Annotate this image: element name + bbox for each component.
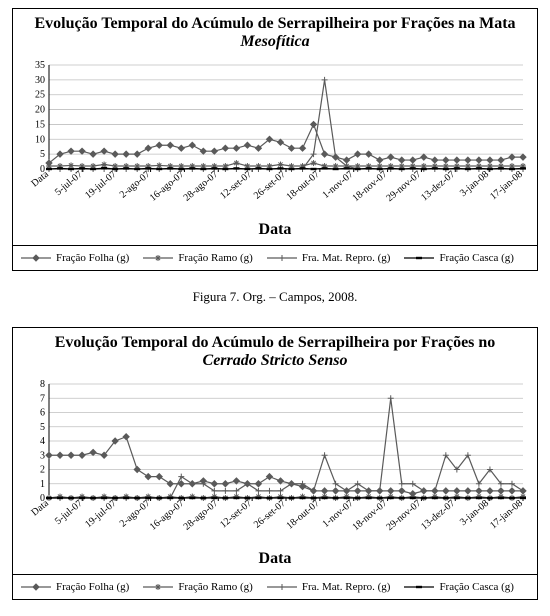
svg-text:13-dez-07: 13-dez-07 (419, 498, 457, 532)
legend-label: Fração Casca (g) (439, 581, 514, 593)
svg-text:13-dez-07: 13-dez-07 (419, 169, 457, 203)
svg-text:18-nov-07: 18-nov-07 (351, 169, 390, 204)
legend-item: Fra. Mat. Repro. (g) (267, 581, 391, 593)
svg-text:5-jul-07: 5-jul-07 (53, 498, 85, 527)
chart-1-panel: Evolução Temporal do Acúmulo de Serrapil… (12, 8, 538, 271)
svg-text:4: 4 (40, 436, 45, 447)
svg-text:12-set-07: 12-set-07 (218, 169, 254, 202)
svg-text:20: 20 (35, 105, 45, 116)
svg-text:19-jul-07: 19-jul-07 (83, 169, 119, 201)
svg-text:18-nov-07: 18-nov-07 (351, 498, 390, 533)
legend-item: Fração Casca (g) (404, 252, 514, 264)
svg-text:1: 1 (40, 479, 45, 490)
legend-item: Fração Casca (g) (404, 581, 514, 593)
svg-text:16-ago-07: 16-ago-07 (148, 169, 187, 204)
svg-text:29-nov-07: 29-nov-07 (384, 169, 423, 204)
svg-text:3-jan-08: 3-jan-08 (458, 169, 491, 199)
svg-text:17-jan-08: 17-jan-08 (488, 169, 525, 202)
svg-text:18-out-07: 18-out-07 (284, 498, 321, 532)
chart-2-legend: Fração Folha (g) Fração Ramo (g) Fra. Mat.… (13, 574, 537, 599)
svg-text:8: 8 (40, 379, 45, 390)
svg-text:25: 25 (35, 90, 45, 101)
svg-text:2: 2 (40, 465, 45, 476)
svg-text:17-jan-08: 17-jan-08 (488, 498, 525, 531)
svg-text:30: 30 (35, 75, 45, 86)
svg-text:Data: Data (29, 498, 51, 519)
svg-text:3: 3 (40, 450, 45, 461)
svg-text:18-out-07: 18-out-07 (284, 169, 321, 203)
legend-label: Fração Casca (g) (439, 252, 514, 264)
legend-item: Fração Folha (g) (21, 252, 129, 264)
svg-text:15: 15 (35, 119, 45, 130)
svg-text:28-ago-07: 28-ago-07 (182, 169, 221, 204)
svg-text:7: 7 (40, 393, 45, 404)
chart-2-panel: Evolução Temporal do Acúmulo de Serrapil… (12, 327, 538, 600)
svg-text:12-set-07: 12-set-07 (218, 498, 254, 531)
svg-text:29-nov-07: 29-nov-07 (384, 498, 423, 533)
svg-text:35: 35 (35, 60, 45, 71)
svg-text:26-set-07: 26-set-07 (252, 498, 288, 531)
chart-2-title: Evolução Temporal do Acúmulo de Serrapil… (13, 328, 537, 352)
chart-1-svg: 05101520253035Data5-jul-0719-jul-072-ago… (21, 59, 531, 219)
svg-text:26-set-07: 26-set-07 (252, 169, 288, 202)
svg-text:28-ago-07: 28-ago-07 (182, 498, 221, 533)
legend-label: Fração Folha (g) (56, 581, 129, 593)
legend-label: Fração Ramo (g) (178, 581, 253, 593)
chart-1-plot: 05101520253035Data5-jul-0719-jul-072-ago… (13, 55, 537, 219)
chart-2-xlabel: Data (13, 548, 537, 574)
svg-text:10: 10 (35, 134, 45, 145)
legend-label: Fração Folha (g) (56, 252, 129, 264)
legend-item: Fração Ramo (g) (143, 252, 253, 264)
legend-label: Fra. Mat. Repro. (g) (302, 581, 391, 593)
svg-text:Data: Data (29, 169, 51, 190)
svg-text:5: 5 (40, 149, 45, 160)
svg-text:5: 5 (40, 422, 45, 433)
chart-2-plot: 012345678Data5-jul-0719-jul-072-ago-0716… (13, 374, 537, 548)
chart-1-legend: Fração Folha (g) Fração Ramo (g) Fra. Mat.… (13, 245, 537, 270)
chart-2-svg: 012345678Data5-jul-0719-jul-072-ago-0716… (21, 378, 531, 548)
chart-1-subtitle: Mesofítica (13, 33, 537, 55)
chart-1-title: Evolução Temporal do Acúmulo de Serrapil… (13, 9, 537, 33)
chart-1-xlabel: Data (13, 219, 537, 245)
svg-text:5-jul-07: 5-jul-07 (53, 169, 85, 198)
svg-text:19-jul-07: 19-jul-07 (83, 498, 119, 530)
legend-item: Fração Ramo (g) (143, 581, 253, 593)
svg-text:3-jan-08: 3-jan-08 (458, 498, 491, 528)
legend-label: Fração Ramo (g) (178, 252, 253, 264)
legend-item: Fra. Mat. Repro. (g) (267, 252, 391, 264)
figure-caption: Figura 7. Org. – Campos, 2008. (0, 279, 550, 319)
legend-label: Fra. Mat. Repro. (g) (302, 252, 391, 264)
legend-item: Fração Folha (g) (21, 581, 129, 593)
svg-text:6: 6 (40, 408, 45, 419)
chart-2-subtitle: Cerrado Stricto Senso (13, 352, 537, 374)
svg-text:16-ago-07: 16-ago-07 (148, 498, 187, 533)
